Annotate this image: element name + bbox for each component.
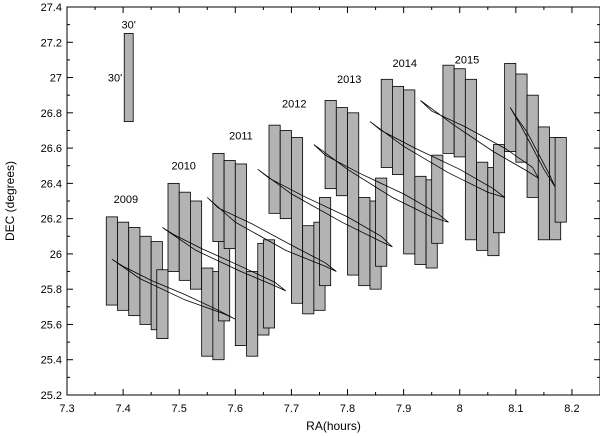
scale-indicator: 30' 30' [108,19,136,123]
field-rect [279,130,292,220]
y-axis-title: DEC (degrees) [3,161,17,241]
x-tick-label: 8.2 [564,403,579,415]
field-rect [358,197,371,287]
ellipse-track [509,107,556,188]
year-label: 2009 [114,194,138,206]
x-tick-label: 7.4 [115,403,130,415]
y-tick-label: 26.6 [41,143,62,155]
field-rect [167,182,180,272]
field-rect [476,161,489,251]
ellipse-track [162,227,287,292]
field-rect [414,175,427,265]
scale-label-width: 30' [122,19,136,31]
y-tick-label: 26.2 [41,214,62,226]
x-tick-label: 7.7 [284,403,299,415]
y-tick-label: 26 [50,249,62,261]
field-rect [234,163,247,347]
field-rect [268,124,281,214]
field-rect [380,78,393,168]
ellipse-track [111,258,236,320]
ellipse-tracks [111,100,556,320]
field-rect [403,89,416,255]
y-tick-label: 25.2 [41,390,62,402]
field-rect [464,78,477,241]
x-axis-title: RA(hours) [306,419,361,433]
field-rect [139,235,152,325]
plot-frame [66,6,600,396]
year-label: 2012 [282,99,306,111]
scale-box [123,33,134,123]
field-rect [262,239,275,329]
field-rect [324,100,337,190]
field-rect [105,216,118,306]
field-rect [201,267,214,357]
year-label: 2010 [171,160,195,172]
x-tick-label: 7.3 [59,403,74,415]
y-tick-label: 27.2 [41,37,62,49]
year-label: 2014 [393,58,417,70]
ellipse-track [420,100,540,180]
field-rect [492,144,506,234]
field-rect [246,271,259,357]
ellipse-track [313,144,449,223]
y-tick-label: 27 [50,73,62,85]
field-rect [223,160,236,250]
y-tick-label: 25.4 [41,355,62,367]
field-rect [319,197,332,287]
axis-ticks: 7.3 7.4 7.5 7.6 7.7 7.8 7.9 8 8.1 8.2 25.2 25.4 25.6… [41,2,600,415]
x-tick-label: 7.8 [340,403,355,415]
x-tick-label: 7.6 [228,403,243,415]
x-tick-label: 8.1 [508,403,523,415]
field-rect [554,137,567,223]
field-rect [537,126,550,241]
ellipse-track [207,197,337,272]
field-rect [156,269,169,339]
ellipse-track [369,121,505,198]
y-tick-label: 27.4 [41,2,62,14]
x-tick-label: 7.5 [172,403,187,415]
field-rect [178,191,191,281]
field-rect [190,200,203,290]
scale-label-height: 30' [108,73,122,85]
y-tick-label: 26.8 [41,108,62,120]
y-tick-label: 25.6 [41,319,62,331]
field-rect [392,85,405,175]
y-tick-label: 25.8 [41,284,62,296]
year-labels: 2009 2010 2011 2012 2013 2014 2015 [114,54,480,205]
field-rect [291,137,304,304]
field-rect [526,94,539,198]
year-label: 2013 [337,74,361,86]
field-rect [302,225,315,315]
ellipse-track [257,168,393,248]
field-rect [335,107,348,197]
year-label: 2015 [455,54,479,66]
x-tick-label: 8 [457,403,463,415]
field-rect [375,177,388,267]
field-rect [442,64,455,154]
field-rect [431,154,444,244]
field-rect [453,68,466,158]
field-rect [347,112,360,276]
x-tick-label: 7.9 [396,403,411,415]
year-label: 2011 [229,130,253,142]
field-rect [212,152,225,242]
y-tick-label: 26.4 [41,178,62,190]
